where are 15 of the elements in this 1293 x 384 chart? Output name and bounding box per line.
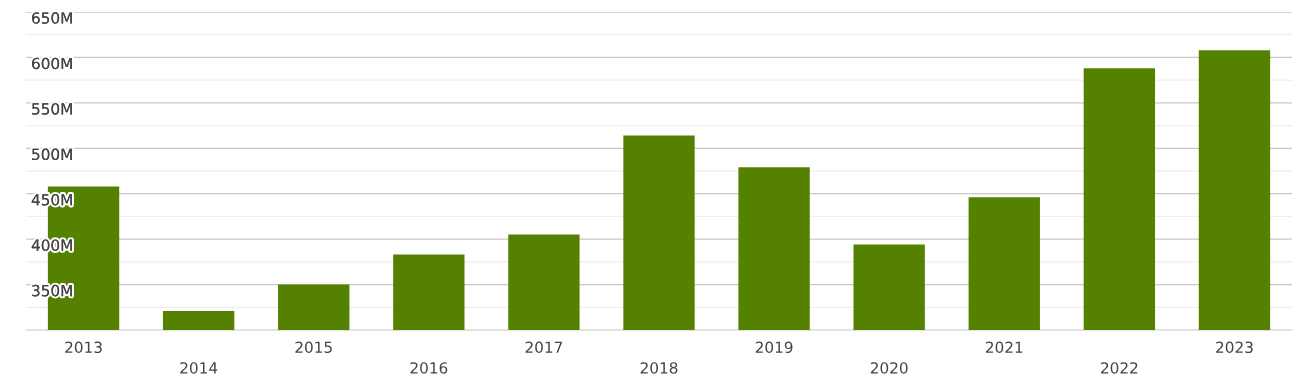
x-tick-label: 2014 [180,362,218,374]
x-tick-label: 2021 [985,341,1023,354]
x-tick-label: 2022 [1101,362,1138,374]
y-tick-label: 500M [32,148,72,161]
x-tick-label: 2013 [65,341,102,354]
y-tick-label: 600M [32,57,72,70]
x-tick-label: 2019 [755,341,793,354]
x-tick-label: 2017 [525,341,563,354]
x-tick-label: 2015 [295,341,332,354]
y-tick-label: 650M [32,12,72,24]
y-tick-label: 550M [32,103,72,115]
x-tick-label: 2016 [410,362,448,374]
x-tick-label: 2018 [640,362,678,374]
x-tick-label: 2020 [870,362,908,374]
x-tick-label: 2023 [1216,341,1253,354]
